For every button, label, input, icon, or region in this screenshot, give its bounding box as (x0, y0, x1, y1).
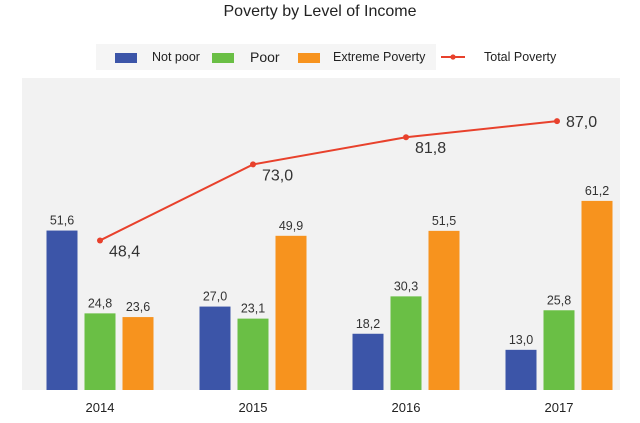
point-label-total-poverty-2017: 87,0 (566, 114, 597, 131)
bar-label-extreme-poverty-2017: 61,2 (585, 184, 609, 198)
legend: Not poor Poor Extreme Poverty Total Pove… (0, 44, 640, 70)
x-tick-label-2017: 2017 (545, 400, 574, 415)
x-tick-label-2014: 2014 (86, 400, 115, 415)
bar-label-poor-2016: 30,3 (394, 279, 418, 293)
point-label-total-poverty-2016: 81,8 (415, 140, 446, 157)
bar-poor-2016 (390, 296, 422, 390)
point-total-poverty-2017 (554, 118, 560, 125)
point-label-total-poverty-2014: 48,4 (109, 243, 140, 260)
line-total-poverty (99, 120, 558, 242)
bar-label-extreme-poverty-2015: 49,9 (279, 219, 303, 233)
bar-not-poor-2014 (46, 230, 78, 390)
bar-label-poor-2014: 24,8 (88, 296, 112, 310)
bar-label-not-poor-2015: 27,0 (203, 290, 227, 304)
bar-poor-2017 (543, 310, 575, 390)
legend-swatch-not-poor (115, 53, 137, 63)
legend-label-not-poor: Not poor (152, 50, 200, 64)
bar-label-extreme-poverty-2016: 51,5 (432, 214, 456, 228)
bar-not-poor-2016 (352, 333, 384, 390)
point-label-total-poverty-2015: 73,0 (262, 167, 293, 184)
bar-extreme-poverty-2014 (122, 317, 154, 390)
plot-area (22, 78, 620, 390)
bar-label-extreme-poverty-2014: 23,6 (126, 300, 150, 314)
bar-extreme-poverty-2016 (428, 230, 460, 390)
legend-swatch-extreme-poverty (298, 53, 320, 63)
bar-label-not-poor-2017: 13,0 (509, 333, 533, 347)
point-total-poverty-2014 (97, 237, 103, 244)
point-total-poverty-2015 (250, 161, 256, 168)
legend-swatch-total-poverty (441, 54, 465, 60)
bar-label-not-poor-2014: 51,6 (50, 214, 74, 228)
x-tick-label-2015: 2015 (239, 400, 268, 415)
legend-label-poor: Poor (250, 49, 280, 65)
bar-extreme-poverty-2017 (581, 200, 613, 390)
legend-swatch-poor (212, 53, 234, 63)
bar-extreme-poverty-2015 (275, 235, 307, 390)
bar-label-not-poor-2016: 18,2 (356, 317, 380, 331)
legend-label-total-poverty: Total Poverty (484, 50, 557, 64)
bar-label-poor-2015: 23,1 (241, 302, 265, 316)
point-total-poverty-2016 (403, 134, 409, 141)
bar-not-poor-2015 (199, 306, 231, 390)
bar-poor-2014 (84, 313, 116, 390)
bar-not-poor-2017 (505, 349, 537, 390)
legend-background (96, 44, 436, 70)
bar-poor-2015 (237, 318, 269, 390)
legend-label-extreme-poverty: Extreme Poverty (333, 50, 426, 64)
chart-title: Poverty by Level of Income (223, 3, 417, 20)
x-tick-label-2016: 2016 (392, 400, 421, 415)
bar-label-poor-2017: 25,8 (547, 293, 571, 307)
